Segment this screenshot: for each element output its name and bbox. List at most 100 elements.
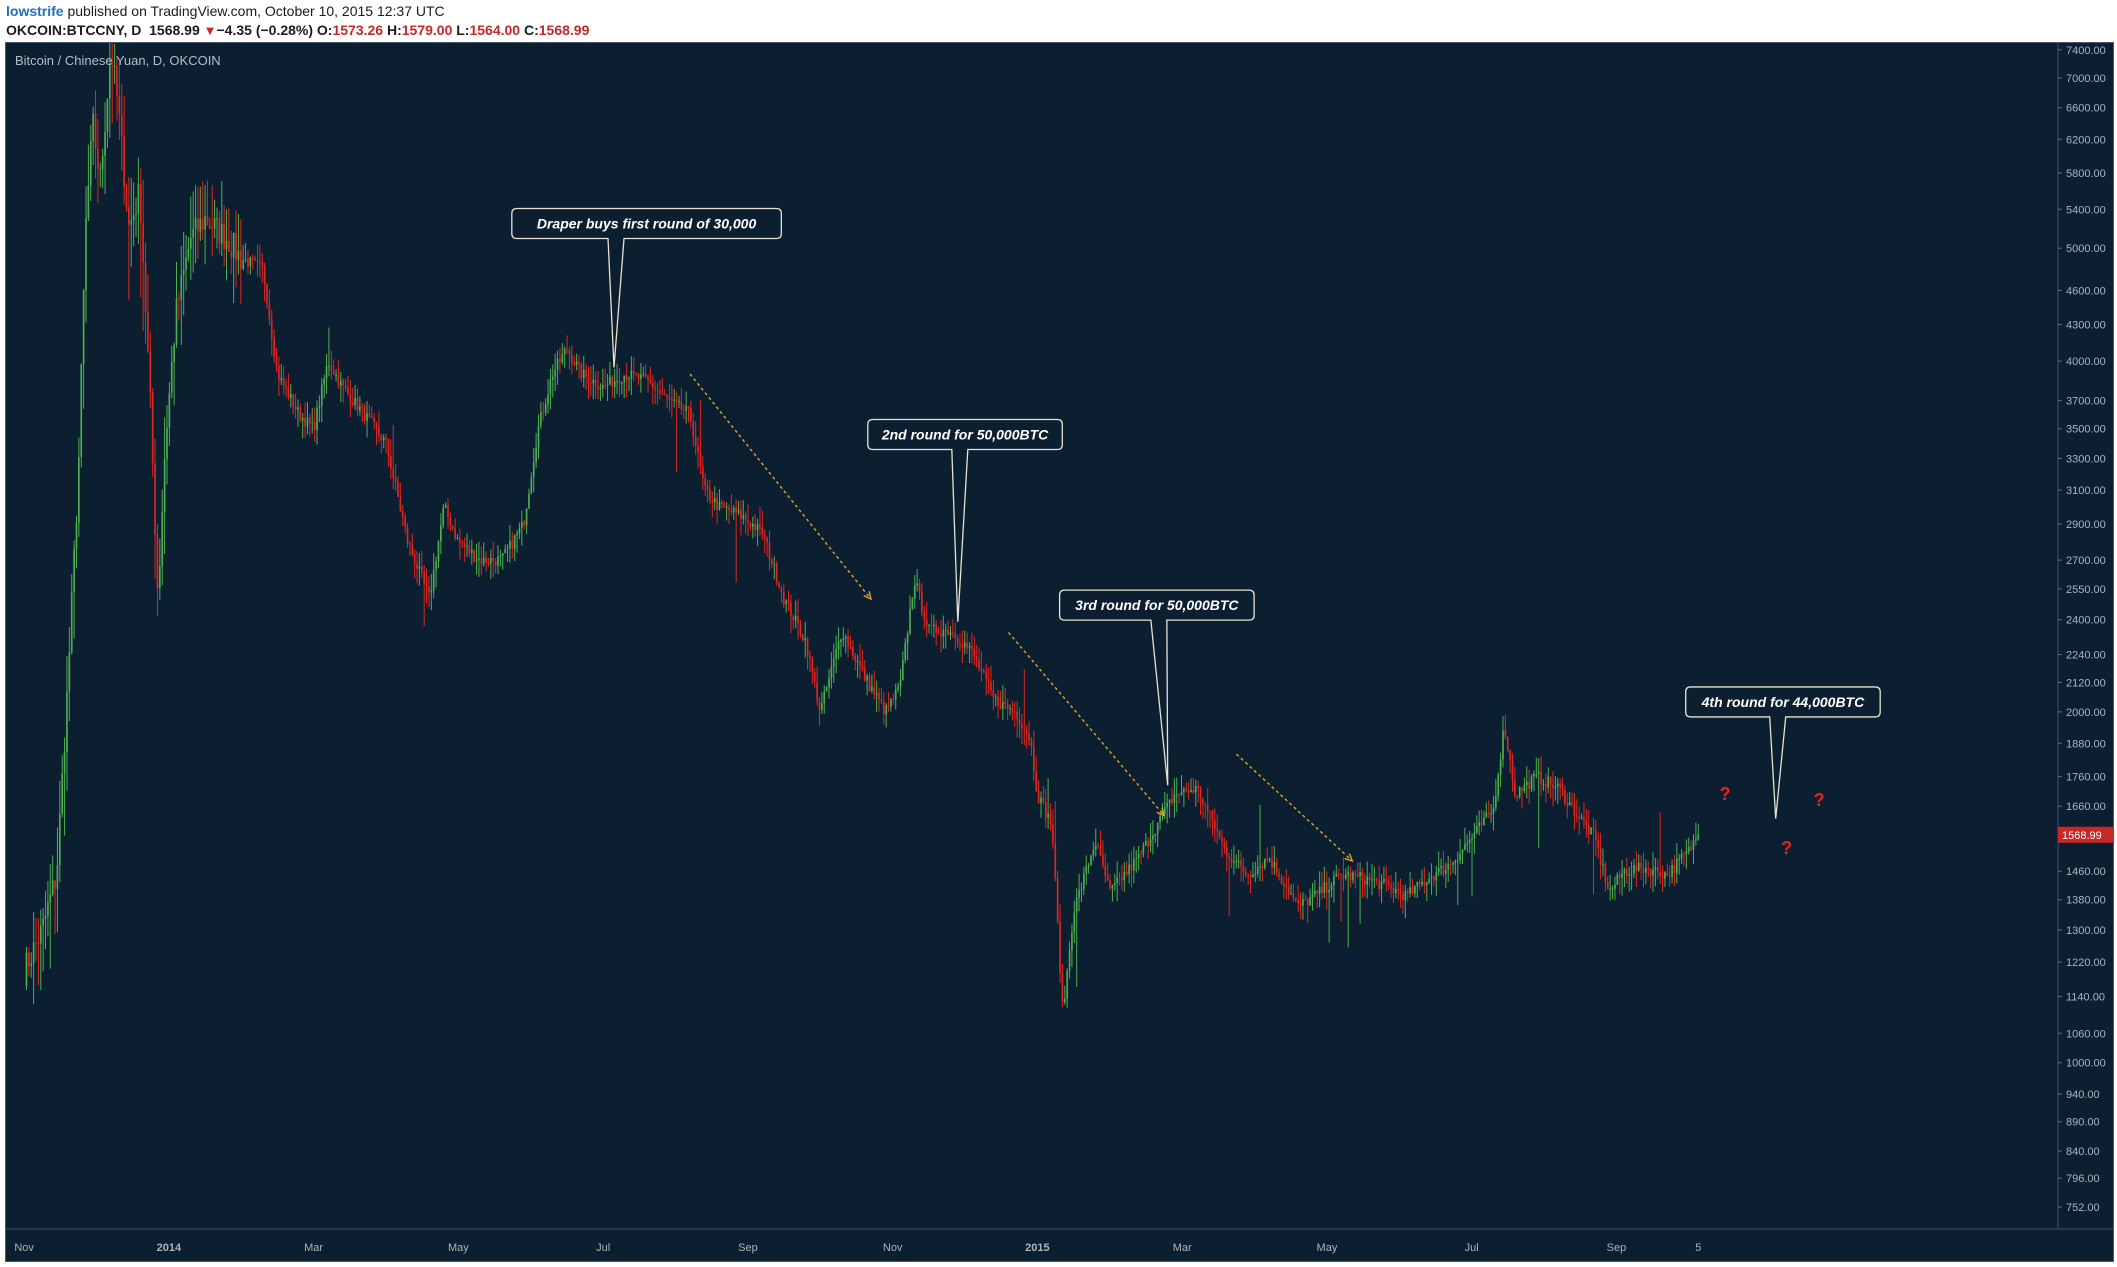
candle — [1456, 851, 1459, 906]
candle — [1583, 802, 1585, 829]
candle — [716, 492, 718, 524]
candle-body — [449, 516, 452, 527]
candle-body — [487, 562, 490, 564]
candle-body — [535, 447, 537, 463]
candle-body — [1618, 874, 1621, 878]
price-tick-label: 3500.00 — [2066, 424, 2106, 436]
candle — [1340, 873, 1342, 922]
candle — [375, 421, 378, 445]
candle-body — [1423, 881, 1426, 886]
candle-body — [344, 385, 347, 389]
candle — [742, 500, 745, 525]
candle — [1597, 832, 1600, 859]
candle-body — [1140, 853, 1142, 855]
time-tick-label: Sep — [738, 1242, 758, 1254]
candle-body — [182, 269, 185, 276]
candle — [1523, 777, 1526, 793]
candle — [654, 380, 657, 405]
candle — [837, 627, 840, 660]
candle — [254, 255, 256, 262]
candle — [740, 500, 742, 536]
candle-body — [849, 646, 852, 648]
candle — [1630, 861, 1633, 891]
candle — [468, 540, 471, 558]
candle — [1085, 855, 1088, 885]
candle-body — [1575, 815, 1578, 817]
candle-body — [1321, 886, 1323, 894]
candle-body — [556, 358, 559, 370]
candle — [237, 214, 240, 275]
candle — [1692, 834, 1695, 864]
author-link[interactable]: lowstrife — [6, 3, 64, 19]
candle — [1495, 779, 1497, 812]
candle-body — [1264, 859, 1266, 868]
candle — [532, 447, 535, 493]
chart-panel[interactable]: Draper buys first round of 30,000 2nd rou… — [5, 42, 2114, 1262]
candle — [201, 181, 204, 240]
candle — [1580, 813, 1583, 820]
candle-body — [723, 504, 726, 508]
candle-body — [852, 646, 854, 656]
candle — [1425, 881, 1428, 902]
candle-body — [835, 649, 838, 659]
candle — [730, 494, 733, 516]
candle-body — [123, 135, 125, 188]
candle-body — [1309, 897, 1311, 906]
candle — [94, 90, 97, 179]
candle-body — [1564, 790, 1566, 804]
candle-body — [1397, 889, 1400, 892]
candle-body — [1204, 804, 1207, 806]
candle-body — [1256, 866, 1259, 875]
candle-body — [1399, 891, 1402, 894]
candle — [587, 366, 590, 400]
candle-body — [166, 427, 168, 460]
candle — [556, 350, 559, 385]
candle-body — [1492, 807, 1495, 814]
candle-body — [1137, 853, 1140, 859]
candle-body — [225, 240, 228, 249]
candle — [551, 364, 554, 398]
candle-body — [1168, 799, 1171, 803]
candle — [1447, 855, 1450, 882]
price-tick-label: 3700.00 — [2066, 396, 2106, 408]
candle — [632, 357, 635, 382]
candle — [1356, 862, 1359, 879]
candle-body — [528, 493, 530, 509]
candle-body — [1402, 893, 1404, 901]
candle-body — [370, 416, 373, 419]
callout-bubble — [1685, 686, 1881, 819]
candle-body — [1335, 873, 1338, 877]
candle-body — [194, 218, 197, 229]
candle — [1185, 782, 1188, 793]
close-value: 1568.99 — [538, 22, 590, 38]
candle — [802, 633, 804, 642]
candle — [616, 363, 618, 395]
candle-body — [56, 865, 59, 889]
candle — [1025, 724, 1028, 749]
candle-body — [790, 602, 792, 617]
candle — [475, 543, 478, 575]
candle-body — [592, 379, 595, 384]
candle — [275, 347, 278, 373]
candle — [185, 235, 187, 291]
candle-body — [409, 542, 411, 545]
price-tick-label: 6600.00 — [2066, 103, 2106, 115]
candle — [1490, 804, 1492, 824]
price-change: −4.35 (−0.28%) — [216, 22, 314, 38]
candle-body — [506, 548, 509, 550]
candle-body — [97, 148, 99, 170]
candle — [313, 407, 316, 442]
candle-body — [713, 498, 716, 503]
candle — [1109, 873, 1111, 891]
candle — [1466, 834, 1469, 853]
candle-body — [78, 457, 80, 523]
candle — [1209, 810, 1211, 828]
candle — [971, 632, 973, 664]
candle-body — [1097, 845, 1099, 847]
candle-body — [1266, 859, 1269, 861]
candle — [318, 395, 321, 423]
candle — [1121, 865, 1123, 891]
candle — [1373, 866, 1376, 889]
candle-body — [356, 397, 359, 411]
